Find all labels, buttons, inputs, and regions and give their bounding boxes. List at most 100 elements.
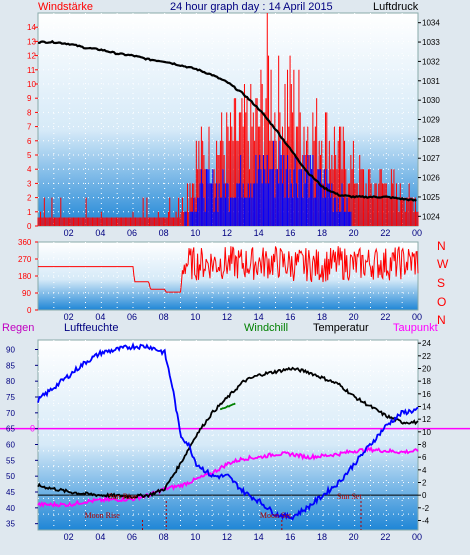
x-tick-label: 18 [317,228,327,238]
direction-tick-label: 180 [18,272,32,281]
x-tick-label: 12 [222,312,232,322]
temperature-tick-label: 2 [422,479,427,488]
compass-letter: W [437,257,449,271]
pressure-tick-label: 1025 [422,193,440,202]
wind-tick-label: 2 [27,194,32,203]
wind-tick-label: 5 [27,151,32,160]
pressure-tick-label: 1033 [422,38,440,47]
x-tick-label: 02 [64,228,74,238]
compass-letter: N [437,239,446,253]
legend-temperatur: Temperatur [313,322,369,334]
x-tick-label: 10 [190,228,200,238]
legend-windchill: Windchill [244,322,288,334]
humidity-tick-label: 50 [6,472,15,481]
wind-tick-label: 12 [27,52,36,61]
direction-tick-label: 0 [27,306,32,315]
compass-letter: O [437,295,446,309]
pressure-line [37,39,417,202]
humidity-tick-label: 70 [6,409,15,418]
wind-tick-label: 14 [27,23,36,32]
x-tick-label: 12 [222,532,232,542]
wind-tick-label: 0 [27,222,32,231]
pressure-tick-label: 1031 [422,77,440,86]
direction-tick-label: 360 [18,238,32,247]
temp-humidity-series [0,341,470,521]
temperature-tick-label: 16 [422,390,431,399]
x-tick-label: 14 [254,532,264,542]
temperature-tick-label: 20 [422,365,431,374]
x-tick-label: 16 [285,532,295,542]
wind-pressure-axes: 0123456789101112131410241025102610271028… [27,19,440,238]
temperature-tick-label: -4 [422,517,430,526]
x-tick-label: 16 [285,312,295,322]
compass-letter: S [437,276,445,290]
x-tick-label: 08 [159,532,169,542]
humidity-line [37,341,419,521]
wind-tick-label: 7 [27,123,32,132]
wind-direction-grid [38,242,418,310]
legend-luftfeuchte: Luftfeuchte [64,322,118,334]
x-tick-label: 06 [127,312,137,322]
annotation-label: Moon Set [260,511,292,520]
pressure-tick-label: 1026 [422,174,440,183]
wind-tick-label: 13 [27,37,36,46]
direction-tick-label: 270 [18,255,32,264]
x-tick-label: 02 [64,312,74,322]
pressure-tick-label: 1034 [422,19,440,28]
pressure-axis-title: Luftdruck [373,1,419,13]
x-tick-label: 20 [349,312,359,322]
x-tick-label: 22 [380,532,390,542]
x-tick-label: 02 [64,532,74,542]
legend-taupunkt: Taupunkt [393,322,438,334]
humidity-tick-label: 90 [6,346,15,355]
x-tick-label: 14 [254,228,264,238]
annotation-label: Sun Set [337,492,362,501]
wind-tick-label: 4 [27,165,32,174]
temperature-tick-label: 24 [422,339,431,348]
wind-direction-line [38,246,419,293]
compass-letter: N [437,313,446,327]
temperature-tick-label: 12 [422,415,431,424]
legend-regen: Regen [2,322,34,334]
humidity-tick-label: 80 [6,377,15,386]
x-tick-label: 04 [95,312,105,322]
humidity-tick-label: 65 [6,425,15,434]
x-tick-label: 00 [412,228,422,238]
chart-title: 24 hour graph day : 14 April 2015 [170,1,333,13]
wind-tick-label: 1 [27,208,32,217]
humidity-tick-label: 85 [6,361,15,370]
x-tick-label: 00 [412,312,422,322]
x-tick-label: 18 [317,312,327,322]
humidity-tick-label: 45 [6,488,15,497]
x-tick-label: 08 [159,228,169,238]
x-tick-label: 22 [380,228,390,238]
regen-zero-label: 0 [30,424,35,434]
sun-moon-annotations: Moon Rise Sun Rise Moon Set Sun Set [85,492,362,530]
temperature-tick-label: 4 [422,466,427,475]
dewpoint-line [37,445,419,508]
wind-tick-label: 10 [27,80,36,89]
wind-pressure-series [37,13,419,226]
pressure-tick-label: 1032 [422,57,440,66]
x-tick-label: 14 [254,312,264,322]
wind-direction-axes: 0 90 180 270 360 02 04 06 08 10 12 14 16 18 20 22 00 [18,238,422,322]
temperature-tick-label: 0 [422,491,427,500]
x-tick-label: 20 [349,228,359,238]
temperature-tick-label: 14 [422,403,431,412]
temperature-tick-label: -2 [422,504,430,513]
x-tick-label: 04 [95,228,105,238]
temperature-line [37,366,419,499]
pressure-tick-label: 1027 [422,154,440,163]
temperature-tick-label: 8 [422,441,427,450]
x-tick-label: 10 [190,312,200,322]
x-tick-label: 10 [190,532,200,542]
temperature-tick-label: 22 [422,352,431,361]
wind-tick-label: 9 [27,94,32,103]
temperature-tick-label: 10 [422,428,431,437]
wind-tick-label: 11 [27,66,36,75]
annotation-label: Sun Rise [108,492,137,501]
humidity-tick-label: 40 [6,504,15,513]
x-tick-label: 08 [159,312,169,322]
